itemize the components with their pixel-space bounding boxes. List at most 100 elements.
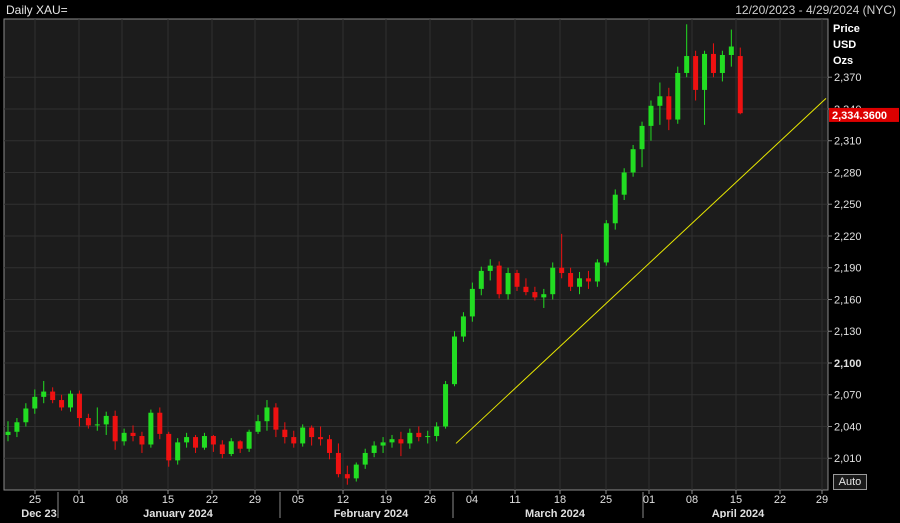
candle-down <box>59 400 65 408</box>
candle-down <box>210 436 216 445</box>
candle-up <box>603 223 609 263</box>
candle-up <box>702 53 708 90</box>
candle-up <box>505 273 511 295</box>
candle-up <box>594 262 600 282</box>
candle-up <box>541 294 547 298</box>
candle-down <box>193 437 199 448</box>
candle-up <box>460 316 466 337</box>
candle-up <box>201 436 207 448</box>
candle-up <box>728 46 734 55</box>
candle-up <box>443 384 449 427</box>
x-tick-label: 29 <box>816 494 828 506</box>
axis-unit-label: Price <box>833 23 860 35</box>
x-tick-label: 26 <box>424 494 436 506</box>
candle-up <box>684 56 690 73</box>
x-tick-label: 01 <box>643 494 655 506</box>
candle-down <box>139 436 145 445</box>
axis-unit-label: Ozs <box>833 55 853 67</box>
x-tick-label: 15 <box>162 494 174 506</box>
candle-down <box>737 56 743 114</box>
candle-up <box>32 396 38 409</box>
y-tick-label: 2,130 <box>834 326 862 338</box>
candle-down <box>568 273 574 287</box>
candle-up <box>103 415 109 425</box>
x-tick-label: 01 <box>73 494 85 506</box>
candle-down <box>50 391 56 401</box>
candle-up <box>648 105 654 126</box>
x-tick-label: 05 <box>292 494 304 506</box>
candle-down <box>532 292 538 298</box>
x-tick-label: 22 <box>206 494 218 506</box>
candle-up <box>41 391 47 397</box>
candle-down <box>85 418 91 426</box>
y-tick-label: 2,040 <box>834 421 862 433</box>
candle-up <box>719 54 725 73</box>
x-tick-label: 15 <box>730 494 742 506</box>
y-tick-label: 2,280 <box>834 167 862 179</box>
candle-up <box>452 336 457 385</box>
x-tick-label: 29 <box>249 494 261 506</box>
y-tick-label: 2,190 <box>834 263 862 275</box>
candle-up <box>68 393 74 408</box>
x-tick-label: 08 <box>686 494 698 506</box>
candle-down <box>335 452 341 475</box>
candle-up <box>228 441 234 455</box>
y-tick-label: 2,160 <box>834 294 862 306</box>
candle-up <box>434 426 440 437</box>
candle-down <box>666 96 672 120</box>
x-tick-label: 18 <box>554 494 566 506</box>
candle-down <box>166 433 172 461</box>
candle-down <box>112 415 118 442</box>
trendline <box>455 98 827 444</box>
candle-up <box>425 436 431 438</box>
candle-up <box>675 72 681 120</box>
axis-unit-label: USD <box>833 39 856 51</box>
y-tick-label: 2,100 <box>834 358 862 370</box>
candle-up <box>23 408 29 423</box>
last-price-tag <box>829 107 899 122</box>
y-tick-label: 2,010 <box>834 453 862 465</box>
candle-up <box>407 432 413 444</box>
x-tick-label: 08 <box>116 494 128 506</box>
candle-up <box>255 421 261 432</box>
candle-up <box>639 125 645 150</box>
candle-up <box>362 452 368 465</box>
candle-up <box>94 424 100 426</box>
candle-up <box>389 439 395 443</box>
month-label: April 2024 <box>712 508 765 518</box>
candle-up <box>300 427 306 444</box>
y-tick-label: 2,250 <box>834 199 862 211</box>
candle-down <box>514 273 520 287</box>
candle-down <box>76 393 82 419</box>
candle-down <box>219 444 225 455</box>
candle-up <box>577 278 583 287</box>
candle-down <box>585 278 591 282</box>
y-tick-label: 2,220 <box>834 231 862 243</box>
candle-up <box>246 431 252 449</box>
candle-up <box>353 464 359 479</box>
candle-down <box>130 432 136 437</box>
candle-down <box>291 437 297 444</box>
candle-up <box>371 445 377 453</box>
candle-up <box>469 288 475 317</box>
y-tick-label: 2,370 <box>834 72 862 84</box>
candle-up <box>264 407 270 422</box>
candle-up <box>175 442 181 461</box>
candle-down <box>416 432 422 438</box>
last-price-label: 2,334.3600 <box>832 110 887 122</box>
candle-up <box>14 422 20 432</box>
candle-up <box>121 432 127 442</box>
auto-scale-button[interactable]: Auto <box>833 474 867 490</box>
candle-up <box>5 431 11 435</box>
x-tick-label: 19 <box>380 494 392 506</box>
plot-area <box>3 18 829 491</box>
candle-down <box>237 441 243 449</box>
month-label: February 2024 <box>334 508 409 518</box>
candle-down <box>326 439 332 453</box>
candle-down <box>710 53 716 73</box>
candle-up <box>184 437 190 443</box>
candle-down <box>318 437 324 440</box>
candle-up <box>550 267 556 295</box>
